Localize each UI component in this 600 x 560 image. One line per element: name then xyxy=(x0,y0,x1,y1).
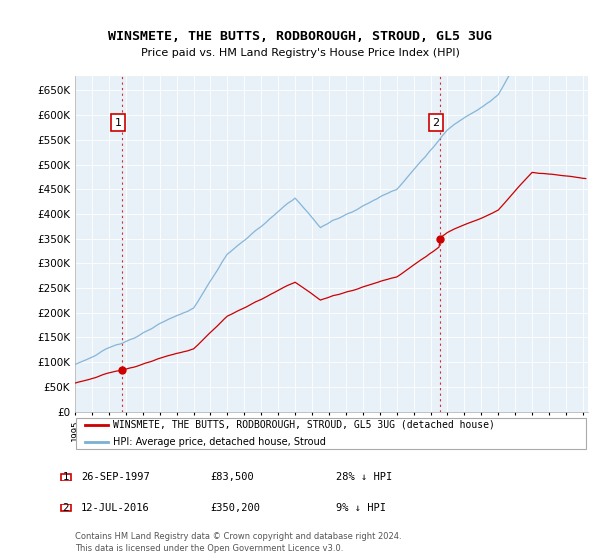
Text: £83,500: £83,500 xyxy=(210,472,254,482)
Text: Price paid vs. HM Land Registry's House Price Index (HPI): Price paid vs. HM Land Registry's House … xyxy=(140,48,460,58)
Text: 1: 1 xyxy=(62,472,70,482)
FancyBboxPatch shape xyxy=(76,418,586,449)
Text: 28% ↓ HPI: 28% ↓ HPI xyxy=(336,472,392,482)
Text: 2: 2 xyxy=(433,118,440,128)
Text: 26-SEP-1997: 26-SEP-1997 xyxy=(81,472,150,482)
FancyBboxPatch shape xyxy=(61,505,71,511)
Text: WINSMETE, THE BUTTS, RODBOROUGH, STROUD, GL5 3UG (detached house): WINSMETE, THE BUTTS, RODBOROUGH, STROUD,… xyxy=(113,420,496,430)
Text: £350,200: £350,200 xyxy=(210,503,260,513)
Text: WINSMETE, THE BUTTS, RODBOROUGH, STROUD, GL5 3UG: WINSMETE, THE BUTTS, RODBOROUGH, STROUD,… xyxy=(108,30,492,43)
Text: 1: 1 xyxy=(115,118,122,128)
Text: Contains HM Land Registry data © Crown copyright and database right 2024.
This d: Contains HM Land Registry data © Crown c… xyxy=(75,533,401,553)
FancyBboxPatch shape xyxy=(61,474,71,480)
Text: 9% ↓ HPI: 9% ↓ HPI xyxy=(336,503,386,513)
Text: 12-JUL-2016: 12-JUL-2016 xyxy=(81,503,150,513)
Text: HPI: Average price, detached house, Stroud: HPI: Average price, detached house, Stro… xyxy=(113,437,326,447)
Text: 2: 2 xyxy=(62,503,70,513)
